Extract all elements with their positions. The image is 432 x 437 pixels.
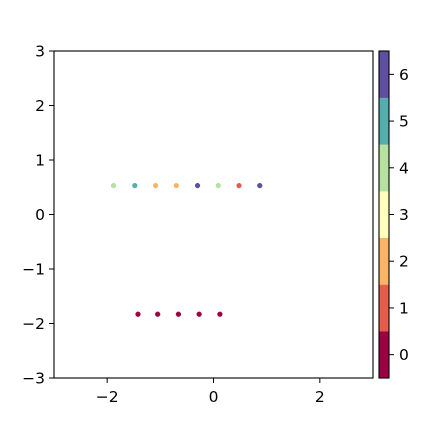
y-tick-label: 2	[35, 97, 45, 115]
x-tick-label: 0	[209, 388, 219, 406]
data-point	[236, 182, 242, 189]
data-point	[135, 311, 141, 317]
colorbar: 0 1 2 3 4 5 6	[378, 50, 409, 379]
colorbar-segment	[378, 97, 390, 145]
data-point	[110, 182, 117, 189]
data-point	[196, 311, 202, 317]
data-point	[194, 182, 201, 189]
colorbar-segment	[378, 50, 390, 98]
data-point	[152, 182, 159, 189]
y-tick-label: 3	[35, 43, 45, 61]
x-tick-label: −2	[96, 388, 119, 406]
data-point	[175, 311, 182, 317]
plot-area: −2 0 2 −3 −2 −1 0 1 2 3	[22, 43, 374, 406]
data-point	[215, 182, 221, 189]
y-tick-label: −3	[22, 370, 45, 388]
data-point	[173, 182, 179, 189]
x-tick-label: 2	[315, 388, 325, 406]
data-point	[217, 311, 223, 317]
colorbar-segment	[378, 237, 390, 285]
y-tick-label: −2	[22, 315, 45, 333]
colorbar-tick-label: 5	[399, 113, 409, 131]
data-point	[257, 182, 263, 189]
data-point	[132, 182, 138, 189]
y-tick-label: 1	[35, 152, 45, 170]
colorbar-segment	[378, 331, 390, 379]
axes-frame	[53, 50, 374, 379]
y-tick-label: 0	[35, 206, 45, 224]
colorbar-tick-label: 6	[399, 66, 409, 84]
colorbar-segment	[378, 144, 390, 192]
y-tick-label: −1	[22, 261, 45, 279]
colorbar-tick-label: 1	[399, 299, 409, 317]
colorbar-tick-label: 0	[399, 346, 409, 364]
data-point	[155, 311, 161, 317]
colorbar-segment	[378, 190, 390, 239]
colorbar-tick-label: 2	[399, 253, 409, 271]
colorbar-tick-label: 3	[399, 206, 409, 224]
colorbar-segment	[378, 284, 390, 332]
colorbar-tick-label: 4	[399, 159, 409, 177]
